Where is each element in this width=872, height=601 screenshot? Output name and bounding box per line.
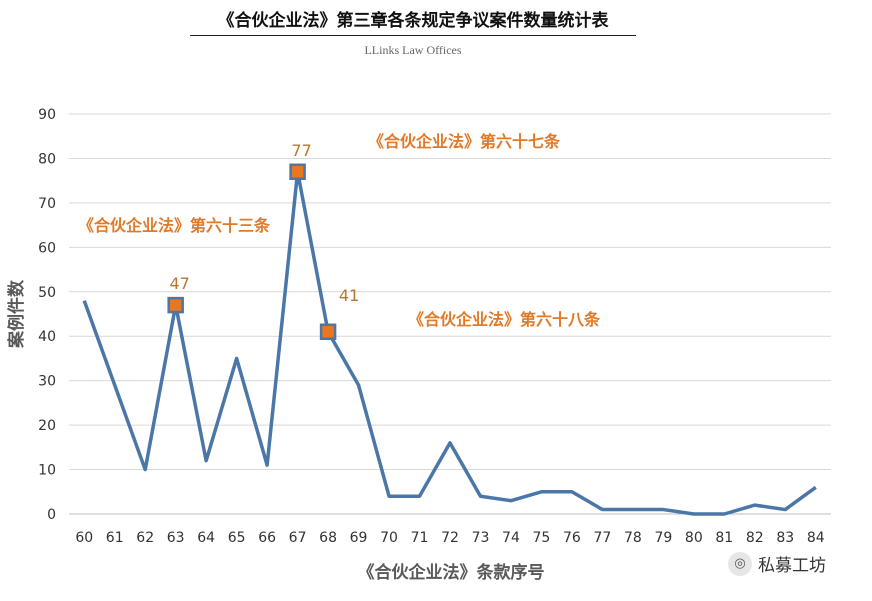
y-tick-label: 60: [38, 240, 56, 256]
chart-subtitle: LLinks Law Offices: [364, 43, 462, 57]
x-tick-label: 81: [715, 530, 733, 546]
x-axis-label: 《合伙企业法》条款序号: [358, 562, 545, 583]
wechat-icon: ◎: [728, 551, 752, 576]
x-tick-label: 71: [411, 530, 429, 546]
annotation-article-68: 《合伙企业法》第六十八条: [408, 310, 601, 329]
y-tick-label: 90: [38, 107, 56, 123]
x-tick-label: 76: [563, 530, 581, 546]
x-tick-label: 65: [228, 530, 246, 546]
highlight-markers: [167, 163, 337, 341]
x-tick-label: 60: [75, 530, 93, 546]
y-tick-label: 20: [38, 418, 56, 434]
annotation-article-63: 《合伙企业法》第六十三条: [78, 216, 271, 235]
x-tick-label: 63: [167, 530, 185, 546]
watermark: ◎ 私募工坊: [728, 551, 826, 576]
x-tick-label: 68: [319, 530, 337, 546]
x-tick-label: 77: [593, 530, 611, 546]
x-tick-label: 78: [624, 530, 642, 546]
x-tick-label: 79: [654, 530, 672, 546]
y-tick-label: 50: [38, 285, 56, 301]
y-tick-label: 80: [38, 151, 56, 167]
x-tick-label: 69: [350, 530, 368, 546]
x-tick-label: 66: [258, 530, 276, 546]
highlight-marker: [289, 163, 306, 181]
x-tick-label: 84: [807, 530, 825, 546]
x-tick-label: 67: [289, 530, 307, 546]
x-tick-label: 75: [533, 530, 551, 546]
series-line: [82, 170, 817, 516]
data-label: 47: [170, 274, 190, 293]
y-tick-label: 70: [38, 196, 56, 212]
data-labels: 47 77 41: [170, 141, 360, 305]
y-tick-label: 40: [38, 329, 56, 345]
chart-title: 《合伙企业法》第三章各条规定争议案件数量统计表: [190, 6, 636, 36]
y-axis-label: 案例件数: [6, 279, 27, 349]
x-tick-label: 64: [197, 530, 215, 546]
highlight-marker: [319, 323, 337, 341]
y-tick-label: 30: [38, 374, 56, 390]
x-tick-label: 73: [472, 530, 490, 546]
x-tick-label: 82: [746, 530, 764, 546]
x-tick-label: 61: [106, 530, 124, 546]
y-tick-label: 10: [38, 463, 56, 479]
x-tick-label: 74: [502, 530, 520, 546]
x-tick-label: 72: [441, 530, 459, 546]
x-tick-label: 62: [136, 530, 154, 546]
watermark-text: 私募工坊: [758, 556, 826, 576]
x-tick-label: 70: [380, 530, 398, 546]
x-tick-label: 83: [776, 530, 794, 546]
annotation-article-67: 《合伙企业法》第六十七条: [368, 132, 561, 151]
x-tick-labels: 60 61 62 63 64 65 66 67 68 69 70 71 72 73 74 75 76 77 78 79…: [75, 530, 824, 546]
x-tick-label: 80: [685, 530, 703, 546]
data-label: 77: [291, 141, 311, 160]
y-tick-label: 0: [47, 507, 56, 523]
highlight-marker: [167, 296, 184, 314]
y-tick-labels: 0 10 20 30 40 50 60 70 80 90: [38, 107, 56, 523]
data-label: 41: [339, 286, 359, 305]
